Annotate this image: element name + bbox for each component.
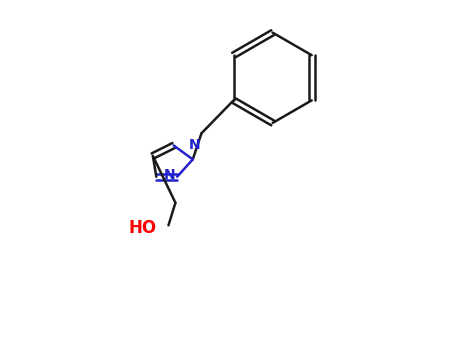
- Text: N: N: [164, 168, 175, 182]
- Text: N: N: [189, 138, 200, 152]
- Text: HO: HO: [128, 219, 157, 237]
